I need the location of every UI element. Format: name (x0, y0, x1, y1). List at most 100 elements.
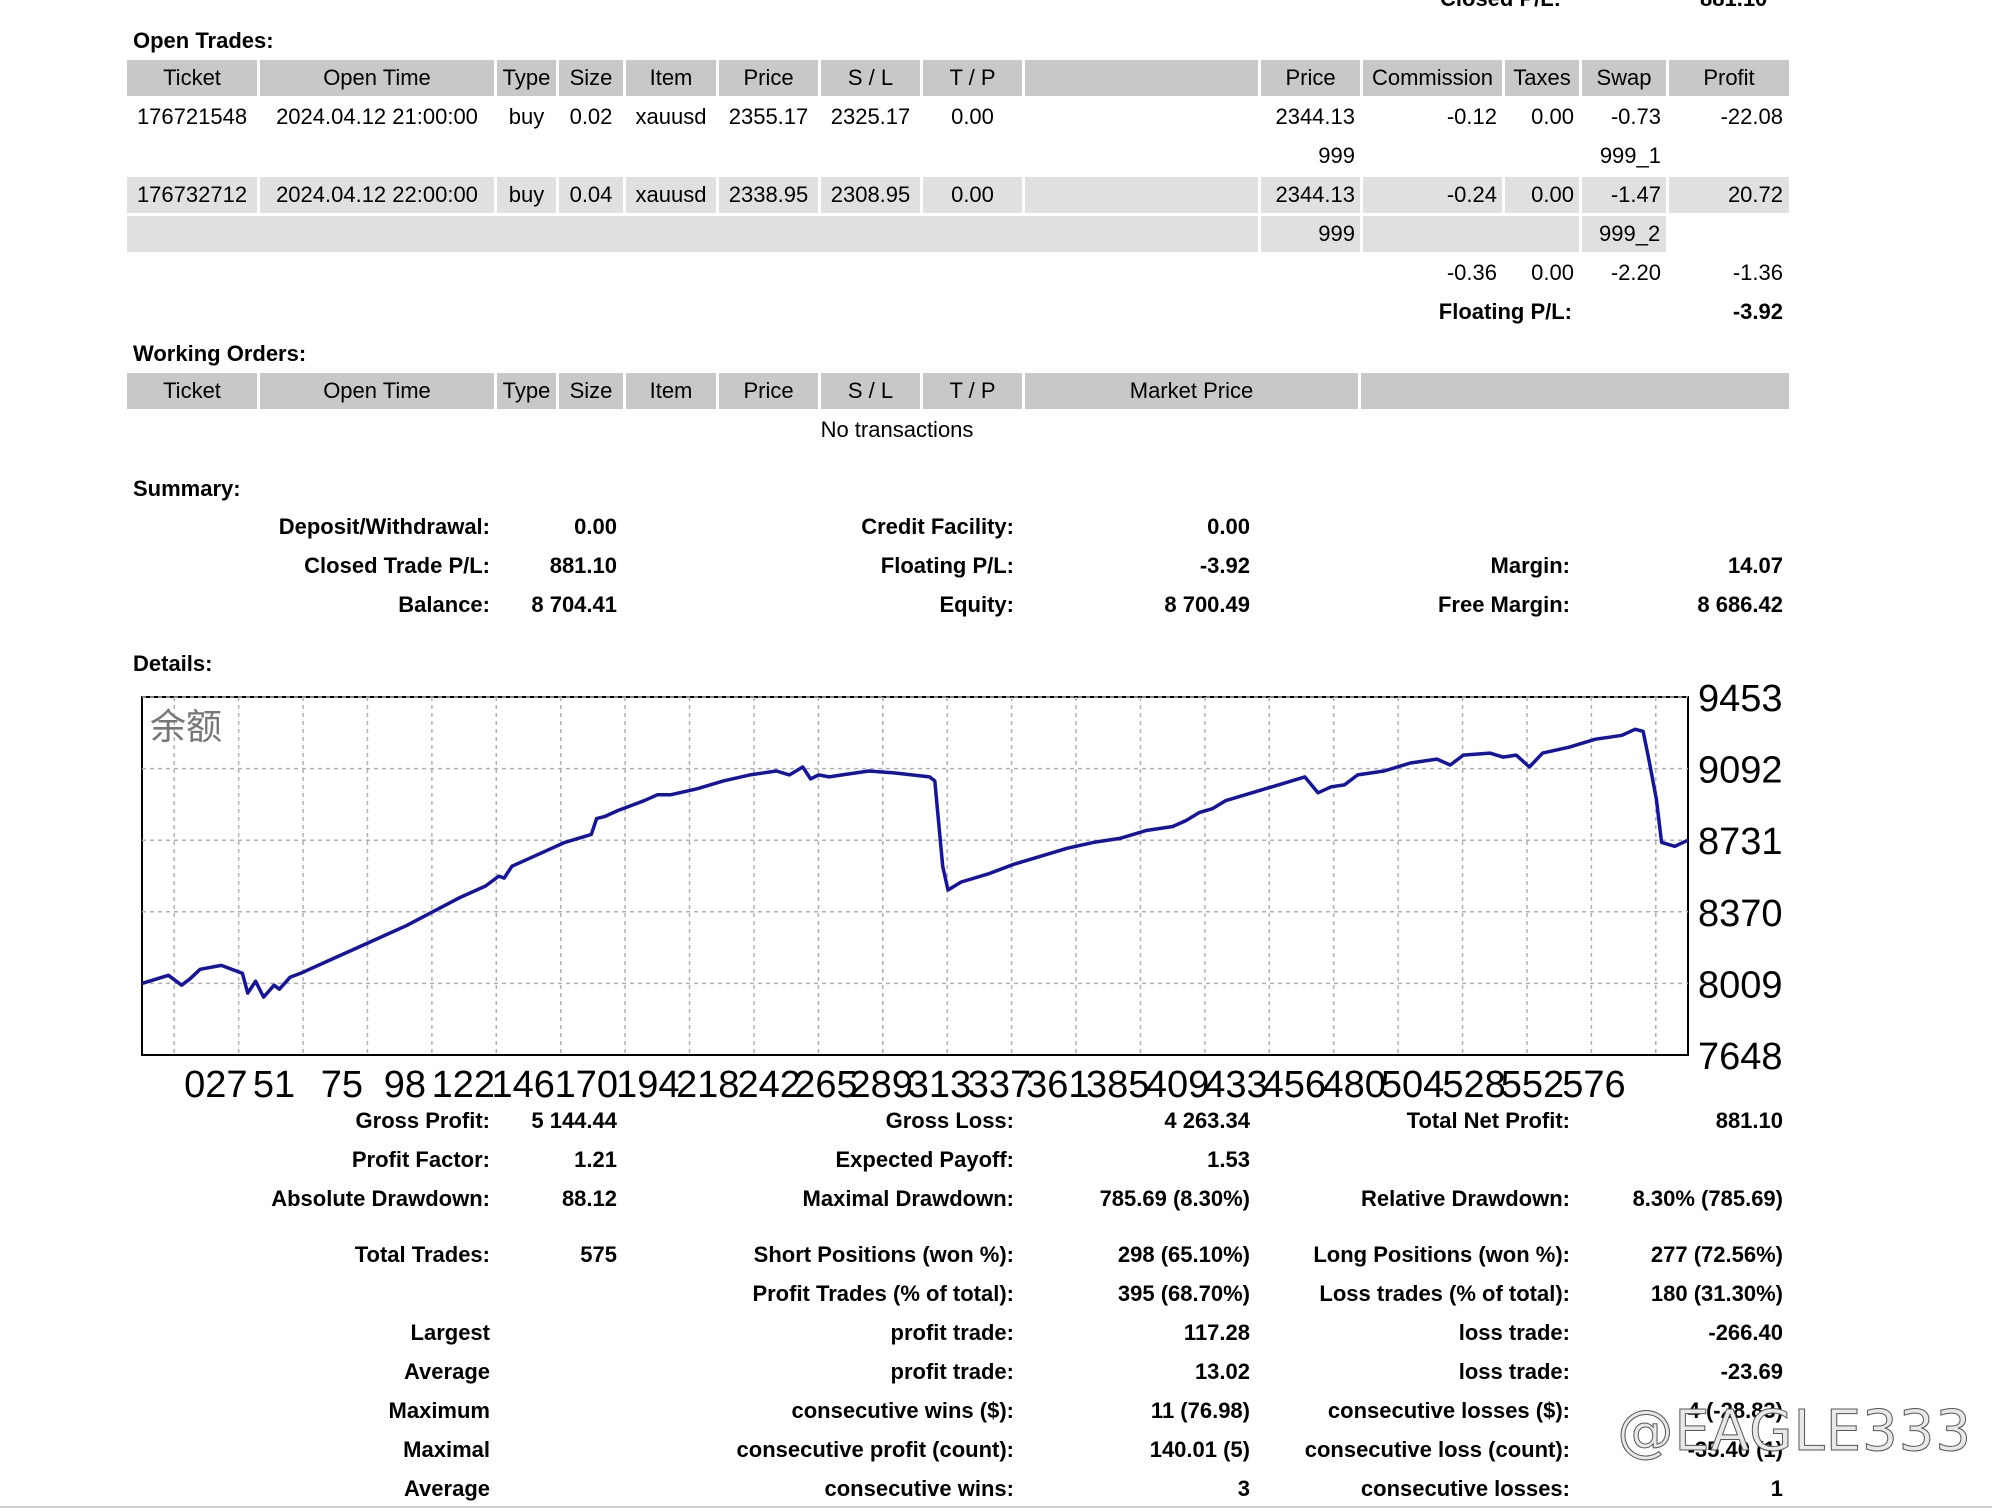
expected-payoff-label: Expected Payoff: (835, 1147, 1015, 1172)
summary-title: Summary: (133, 476, 241, 501)
type: buy (508, 104, 545, 129)
credit-label: Credit Facility: (861, 514, 1014, 539)
closed-pl-label: Closed P/L: (1440, 0, 1561, 12)
col-price: Price (719, 60, 818, 96)
max-consec-losses-value: 4 (-28.83) (1687, 1398, 1783, 1423)
col-item: Item (626, 60, 716, 96)
average-loss-label: loss trade: (1458, 1359, 1570, 1384)
col-blank (1025, 60, 1258, 96)
comment-blank (1363, 216, 1579, 252)
watermark-text: @EAGLE333 (1617, 1399, 1972, 1465)
avg-consec-losses-label: consecutive losses: (1360, 1476, 1570, 1501)
y-tick-label: 9092 (1698, 750, 1783, 792)
equity-label: Equity: (939, 592, 1014, 617)
col-cur-price: Price (1261, 60, 1360, 96)
x-tick-label: 146 (491, 1064, 554, 1106)
margin-label: Margin: (1490, 553, 1570, 578)
col-market-price: Market Price (1025, 373, 1358, 409)
closed-trade-pl-value: 881.10 (549, 553, 617, 578)
col-type: Type (497, 60, 556, 96)
ticket: 176732712 (127, 177, 257, 213)
x-tick-label: 122 (432, 1064, 495, 1106)
x-tick-label: 170 (555, 1064, 618, 1106)
x-tick-label: 528 (1442, 1064, 1505, 1106)
largest-label: Largest (410, 1320, 490, 1345)
chart-title: 余额 (150, 707, 222, 748)
item: xauusd (635, 104, 707, 129)
profit: -22.08 (1720, 104, 1783, 129)
comment-swap: 999_2 (1582, 216, 1666, 252)
deposit-label: Deposit/Withdrawal: (278, 514, 490, 539)
col-tp: T / P (923, 373, 1022, 409)
margin-value: 14.07 (1727, 553, 1783, 578)
comment-row-bg (127, 216, 1258, 252)
gross-profit-label: Gross Profit: (355, 1108, 490, 1133)
maximum-label: Maximum (388, 1398, 490, 1423)
floating-pl-value: -3.92 (1199, 553, 1250, 578)
ticket: 176721548 (136, 104, 248, 129)
loss-trades-label: Loss trades (% of total): (1319, 1281, 1570, 1306)
largest-profit-value: 117.28 (1183, 1320, 1250, 1345)
largest-loss-label: loss trade: (1458, 1320, 1570, 1345)
y-tick-label: 7648 (1698, 1036, 1783, 1078)
floating-pl-value: -3.92 (1732, 299, 1783, 324)
col-sl: S / L (821, 373, 920, 409)
x-tick-label: 433 (1204, 1064, 1267, 1106)
x-tick-label: 98 (384, 1064, 426, 1106)
total-taxes: 0.00 (1531, 260, 1574, 285)
type: buy (497, 177, 556, 213)
total-net-profit-label: Total Net Profit: (1406, 1108, 1570, 1133)
x-tick-label: 576 (1562, 1064, 1625, 1106)
average-profit-value: 13.02 (1194, 1359, 1250, 1384)
commission: -0.24 (1363, 177, 1502, 213)
x-tick-label: 313 (908, 1064, 971, 1106)
col-item: Item (626, 373, 716, 409)
short-positions-label: Short Positions (won %): (753, 1242, 1014, 1267)
floating-pl-label: Floating P/L: (1438, 299, 1572, 324)
open-trades-title: Open Trades: (133, 28, 274, 53)
balance-series-line (141, 727, 1689, 999)
relative-drawdown-label: Relative Drawdown: (1360, 1186, 1570, 1211)
x-tick-label: 504 (1381, 1064, 1444, 1106)
balance-label: Balance: (398, 592, 490, 617)
comment-swap: 999_1 (1599, 143, 1661, 168)
item: xauusd (626, 177, 716, 213)
col-sl: S / L (821, 60, 920, 96)
relative-drawdown-value: 8.30% (785.69) (1632, 1186, 1783, 1211)
avg-consec-wins-value: 3 (1237, 1476, 1250, 1501)
deposit-value: 0.00 (574, 514, 617, 539)
maximal-consec-loss-label: consecutive loss (count): (1304, 1437, 1570, 1462)
average-consec-label: Average (403, 1476, 490, 1501)
maximal-label: Maximal (403, 1437, 490, 1462)
cur-price: 2344.13 (1275, 104, 1355, 129)
maximal-drawdown-value: 785.69 (8.30%) (1099, 1186, 1250, 1211)
comment-price: 999 (1261, 216, 1360, 252)
profit-factor-label: Profit Factor: (351, 1147, 490, 1172)
closed-pl-value: 881.10 (1700, 0, 1767, 12)
taxes: 0.00 (1531, 104, 1574, 129)
open-time: 2024.04.12 22:00:00 (260, 177, 494, 213)
total-commission: -0.36 (1446, 260, 1497, 285)
total-profit: -1.36 (1732, 260, 1783, 285)
closed-trade-pl-label: Closed Trade P/L: (304, 553, 490, 578)
tp: 0.00 (951, 104, 994, 129)
open-time: 2024.04.12 21:00:00 (276, 104, 478, 129)
free-margin-label: Free Margin: (1437, 592, 1570, 617)
long-positions-value: 277 (72.56%) (1650, 1242, 1783, 1267)
largest-loss-value: -266.40 (1708, 1320, 1783, 1345)
col-swap: Swap (1582, 60, 1666, 96)
average-label: Average (403, 1359, 490, 1384)
free-margin-value: 8 686.42 (1697, 592, 1783, 617)
maximal-drawdown-label: Maximal Drawdown: (802, 1186, 1014, 1211)
long-positions-label: Long Positions (won %): (1313, 1242, 1570, 1267)
absolute-drawdown-value: 88.12 (561, 1186, 617, 1211)
gross-profit-value: 5 144.44 (531, 1108, 617, 1133)
x-tick-label: 385 (1086, 1064, 1149, 1106)
col-commission: Commission (1363, 60, 1502, 96)
no-transactions-text: No transactions (820, 417, 974, 442)
balance-value: 8 704.41 (531, 592, 617, 617)
x-tick-label: 242 (737, 1064, 800, 1106)
size: 0.04 (559, 177, 623, 213)
average-profit-label: profit trade: (890, 1359, 1014, 1384)
col-ticket: Ticket (127, 373, 257, 409)
